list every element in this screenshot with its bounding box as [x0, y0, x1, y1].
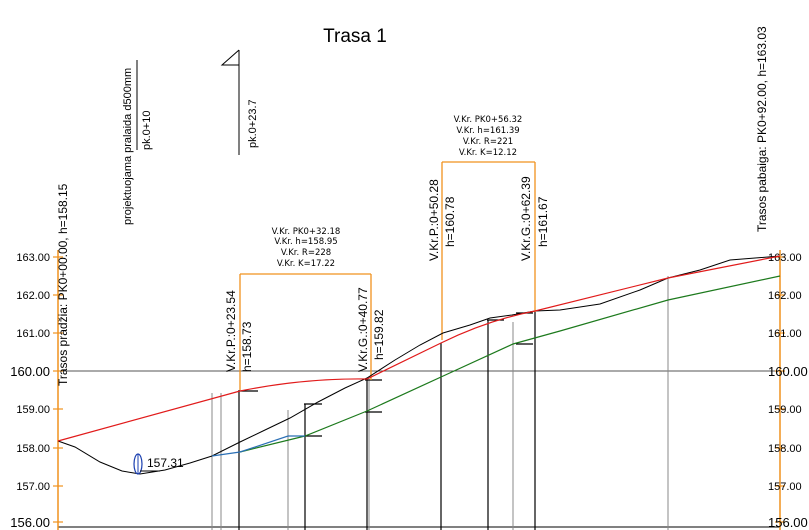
left-label-161: 161.00 — [16, 328, 50, 340]
curve1-k: V.Kr. K=17.22 — [277, 259, 335, 269]
existing-pipe-line — [211, 435, 305, 457]
low-point-label: 157.31 — [147, 456, 184, 470]
elevation-markers — [240, 312, 533, 437]
right-label-158: 158.00 — [768, 443, 802, 455]
route-end-label: Trasos pabaiga: PK0+92.00, h=163.03 — [755, 26, 769, 232]
left-label-159: 159.00 — [16, 404, 50, 416]
curve1-end-station: V.Kr.G.:0+40.77 — [356, 287, 370, 372]
curve2-pk: V.Kr. PK0+56.32 — [454, 115, 523, 125]
right-label-163: 163.00 — [768, 252, 802, 264]
left-label-163: 163.00 — [16, 252, 50, 264]
design-grade-curve — [57, 255, 781, 442]
pipe-station-label: pk.0+10 — [141, 111, 153, 150]
left-axis-ticks — [53, 256, 63, 523]
curve1-pk: V.Kr. PK0+32.18 — [272, 227, 341, 237]
curve1-start-station: V.Kr.P.:0+23.54 — [224, 290, 238, 372]
curve2-h: V.Kr. h=161.39 — [456, 126, 519, 136]
curve1-h: V.Kr. h=158.95 — [274, 237, 337, 247]
curve2-start-station: V.Kr.P.:0+50.28 — [427, 179, 441, 261]
right-label-162: 162.00 — [768, 290, 802, 302]
curve2-r: V.Kr. R=221 — [463, 137, 513, 147]
right-axis-ticks — [775, 256, 785, 523]
right-axis-labels: 163.00 162.00 161.00 160.00 159.00 158.0… — [768, 252, 808, 530]
curve2-end-elevation: h=161.67 — [536, 196, 550, 247]
right-label-156: 156.00 — [768, 515, 808, 530]
curve2-k: V.Kr. K=12.12 — [459, 148, 517, 158]
left-label-158: 158.00 — [16, 443, 50, 455]
existing-ground-line — [57, 255, 781, 475]
right-label-161: 161.00 — [768, 328, 802, 340]
curve1-bracket — [239, 273, 372, 390]
flag-station-label: pk.0+23.7 — [247, 99, 259, 148]
curve2-info: V.Kr. PK0+56.32 V.Kr. h=161.39 V.Kr. R=2… — [454, 115, 523, 158]
pipe-line — [239, 275, 781, 453]
route-start-label: Trasos pradžia: PK0+00.00, h=158.15 — [56, 183, 70, 386]
flag-marker — [220, 49, 240, 155]
curve1-end-elevation: h=159.82 — [372, 309, 386, 360]
right-label-157: 157.00 — [768, 481, 802, 493]
drawing-title: Trasa 1 — [323, 26, 387, 47]
curve1-r: V.Kr. R=228 — [281, 248, 331, 258]
left-label-162: 162.00 — [16, 290, 50, 302]
left-axis-labels: 163.00 162.00 161.00 160.00 159.00 158.0… — [10, 252, 50, 530]
curve2-bracket — [441, 161, 536, 340]
low-point-marker — [133, 453, 160, 475]
vertical-curve-station-lines — [238, 311, 536, 530]
left-label-160: 160.00 — [10, 364, 50, 379]
right-label-159: 159.00 — [768, 404, 802, 416]
station-gridlines — [211, 276, 669, 530]
curve1-start-elevation: h=158.73 — [240, 321, 254, 372]
curve1-info: V.Kr. PK0+32.18 V.Kr. h=158.95 V.Kr. R=2… — [272, 227, 341, 269]
curve2-start-elevation: h=160.78 — [443, 196, 457, 247]
left-label-157: 157.00 — [16, 481, 50, 493]
curve2-end-station: V.Kr.G.:0+62.39 — [519, 176, 533, 261]
right-label-160: 160.00 — [768, 364, 808, 379]
left-label-156: 156.00 — [10, 515, 50, 530]
pipe-note: projektuojama pralaida d500mm — [122, 68, 134, 225]
